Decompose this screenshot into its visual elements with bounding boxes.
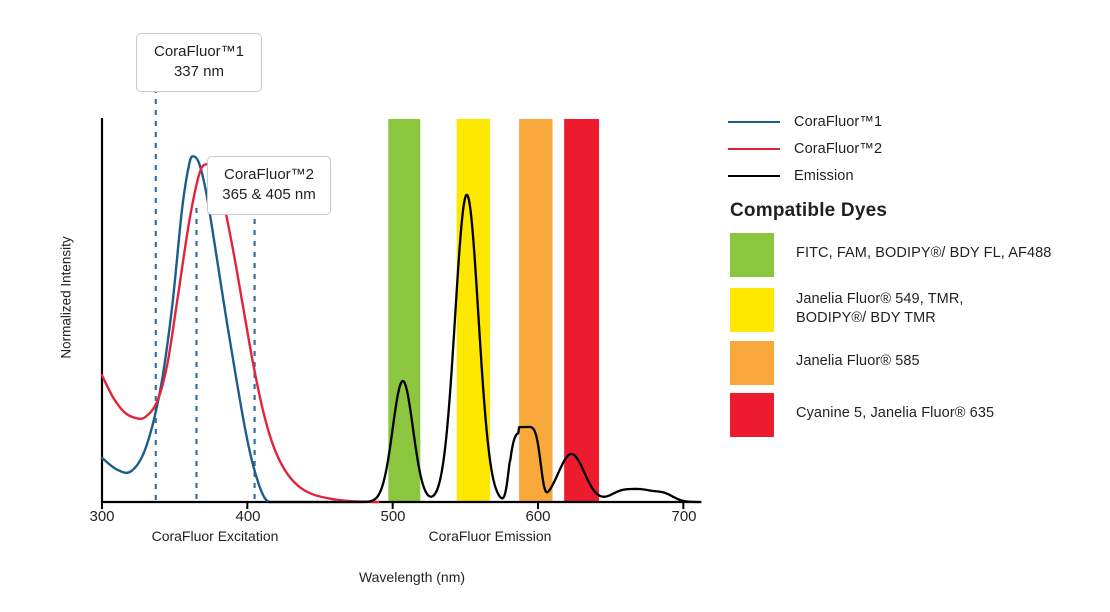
dye-swatch-green: [730, 233, 774, 277]
series-legend: CoraFluor™1 CoraFluor™2 Emission: [728, 108, 1100, 189]
callout-corafluor2-line1: CoraFluor™2: [223, 166, 315, 183]
x-tick-300: 300: [89, 508, 115, 525]
compatible-dye-bands: [388, 119, 600, 502]
compatible-dyes-title: Compatible Dyes: [730, 200, 888, 221]
dye-item-yellow: Janelia Fluor® 549, TMR, BODIPY®/ BDY TM…: [730, 288, 964, 332]
legend-item-emission: Emission: [728, 162, 1100, 189]
x-tick-400: 400: [235, 508, 261, 525]
curve-emission: [267, 193, 702, 504]
callout-corafluor2-line2: 365 & 405 nm: [222, 186, 316, 203]
red-band: [564, 119, 600, 502]
x-axis-ticks: [101, 502, 685, 509]
yellow-band: [456, 119, 491, 502]
dye-item-red: Cyanine 5, Janelia Fluor® 635: [730, 393, 994, 437]
legend-label-corafluor1: CoraFluor™1: [794, 113, 883, 130]
dye-item-orange: Janelia Fluor® 585: [730, 341, 920, 385]
callout-corafluor1: CoraFluor™1 337 nm: [136, 33, 262, 92]
legend-swatch-corafluor2: [728, 147, 780, 150]
emission-section-label: CoraFluor Emission: [428, 528, 552, 544]
dye-item-green: FITC, FAM, BODIPY®/ BDY FL, AF488: [730, 233, 1051, 277]
dye-swatch-yellow: [730, 288, 774, 332]
callout-corafluor2: CoraFluor™2 365 & 405 nm: [207, 156, 331, 215]
x-tick-700: 700: [671, 508, 697, 525]
dye-label-orange: Janelia Fluor® 585: [796, 353, 920, 369]
dye-label-red: Cyanine 5, Janelia Fluor® 635: [796, 405, 995, 421]
dye-label-yellow-line1: Janelia Fluor® 549, TMR,: [796, 291, 964, 307]
x-tick-600: 600: [525, 508, 551, 525]
legend-label-corafluor2: CoraFluor™2: [794, 140, 883, 157]
excitation-marker-lines: [154, 88, 256, 502]
callout-corafluor1-line1: CoraFluor™1: [153, 43, 245, 60]
legend-item-corafluor2: CoraFluor™2: [728, 135, 1100, 162]
y-axis-label: Normalized Intensity: [58, 236, 74, 359]
dye-label-yellow-line2: BODIPY®/ BDY TMR: [796, 310, 936, 326]
dye-label-green: FITC, FAM, BODIPY®/ BDY FL, AF488: [796, 245, 1052, 261]
curve-corafluor1: [100, 155, 271, 504]
orange-band: [519, 119, 553, 502]
legend-swatch-corafluor1: [728, 120, 780, 123]
dye-label-yellow: Janelia Fluor® 549, TMR, BODIPY®/ BDY TM…: [796, 288, 964, 328]
legend-swatch-emission: [728, 174, 780, 177]
chart-axes: [100, 118, 701, 509]
dye-swatch-orange: [730, 341, 774, 385]
dye-swatch-red: [730, 393, 774, 437]
x-axis-title: Wavelength (nm): [358, 569, 466, 585]
legend-item-corafluor1: CoraFluor™1: [728, 108, 1100, 135]
excitation-section-label: CoraFluor Excitation: [151, 528, 279, 544]
x-tick-500: 500: [380, 508, 406, 525]
callout-corafluor1-line2: 337 nm: [173, 63, 225, 80]
legend-label-emission: Emission: [794, 167, 854, 184]
